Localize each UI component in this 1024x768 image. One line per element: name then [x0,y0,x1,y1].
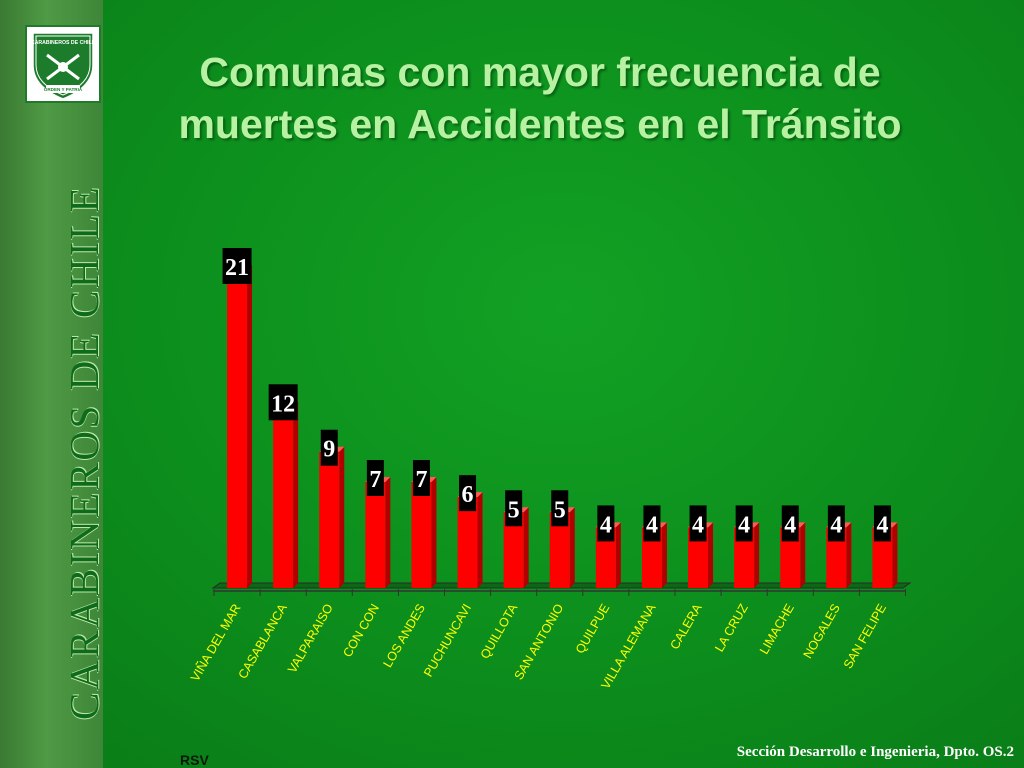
page-title-line2: muertes en Accidentes en el Tránsito [178,101,902,147]
svg-text:4: 4 [646,512,658,538]
svg-text:4: 4 [876,512,888,538]
chart-bar [319,446,345,588]
chart-category-label: VALPARAISO [285,601,336,675]
chart-data-label: 4 [735,505,753,542]
chart-category-label: CON CON [340,602,382,660]
chart-data-label: 4 [827,505,845,542]
chart-category-label: CASABLANCA [236,601,290,681]
svg-text:7: 7 [415,467,427,493]
svg-text:9: 9 [323,437,335,463]
footer-credit: Sección Desarrollo e Ingenieria, Dpto. O… [736,744,1014,760]
chart-bar [273,401,299,588]
logo-top-text: CARABINEROS DE CHILE [31,40,96,46]
chart-bars [227,265,898,588]
chart-category-label: LOS ANDES [380,602,428,670]
chart-category-label: CALERA [668,601,705,652]
chart-category-label: PUCHUNCAVI [421,602,474,680]
chart-data-label: 4 [689,505,707,542]
chart-category-label: SAN ANTONIO [512,601,567,682]
logo-motto: ORDEN Y PATRIA [44,87,83,92]
chart-bar [641,522,667,588]
chart-bar [227,265,253,588]
chart-category-label: QUILLOTA [478,601,521,661]
chart-data-label: 5 [505,490,523,527]
svg-text:6: 6 [462,482,474,508]
carabineros-logo: CARABINEROS DE CHILE ORDEN Y PATRIA [25,25,101,103]
svg-text:5: 5 [508,497,520,523]
chart-bar [365,477,391,588]
shield-emblem-icon: CARABINEROS DE CHILE ORDEN Y PATRIA [25,25,101,103]
chart-category-label: NOGALES [801,602,843,661]
chart-data-label: 21 [222,248,252,284]
chart-data-label: 4 [781,505,799,542]
chart-category-label: SAN FELIPE [841,602,889,672]
chart-data-label: 6 [459,475,477,512]
page-title-line1: Comunas con mayor frecuencia de [199,49,881,95]
svg-text:21: 21 [225,255,249,281]
page-title: Comunas con mayor frecuencia de muertes … [110,46,970,150]
chart-data-label: 5 [551,490,569,527]
svg-text:4: 4 [738,512,750,538]
chart-data-label: 9 [320,429,338,466]
chart-category-label: VIÑA DEL MAR [188,602,244,684]
svg-text:4: 4 [830,512,842,538]
chart-data-label: 7 [366,460,384,496]
chart-data-label: 4 [643,505,661,542]
chart-category-label: LIMACHE [757,602,797,657]
svg-text:4: 4 [600,512,612,538]
chart-data-labels: 21 12 9 7 7 6 5 5 4 4 4 4 4 4 4 [222,248,891,542]
chart-data-label: 12 [268,384,298,421]
chart-bar [872,522,898,588]
sidebar-band [0,0,103,768]
svg-text:4: 4 [692,512,704,538]
svg-text:4: 4 [784,512,796,538]
chart-data-label: 7 [412,460,430,496]
author-initials: RSV [180,752,209,768]
chart-category-label: LA CRUZ [712,601,751,654]
svg-text:5: 5 [554,497,566,523]
svg-text:12: 12 [271,391,295,417]
chart-data-label: 4 [597,505,615,542]
chart-data-label: 4 [873,505,891,542]
svg-text:7: 7 [369,467,381,493]
chart-category-label: QUILPUE [573,602,613,657]
chart-bar [503,507,529,588]
